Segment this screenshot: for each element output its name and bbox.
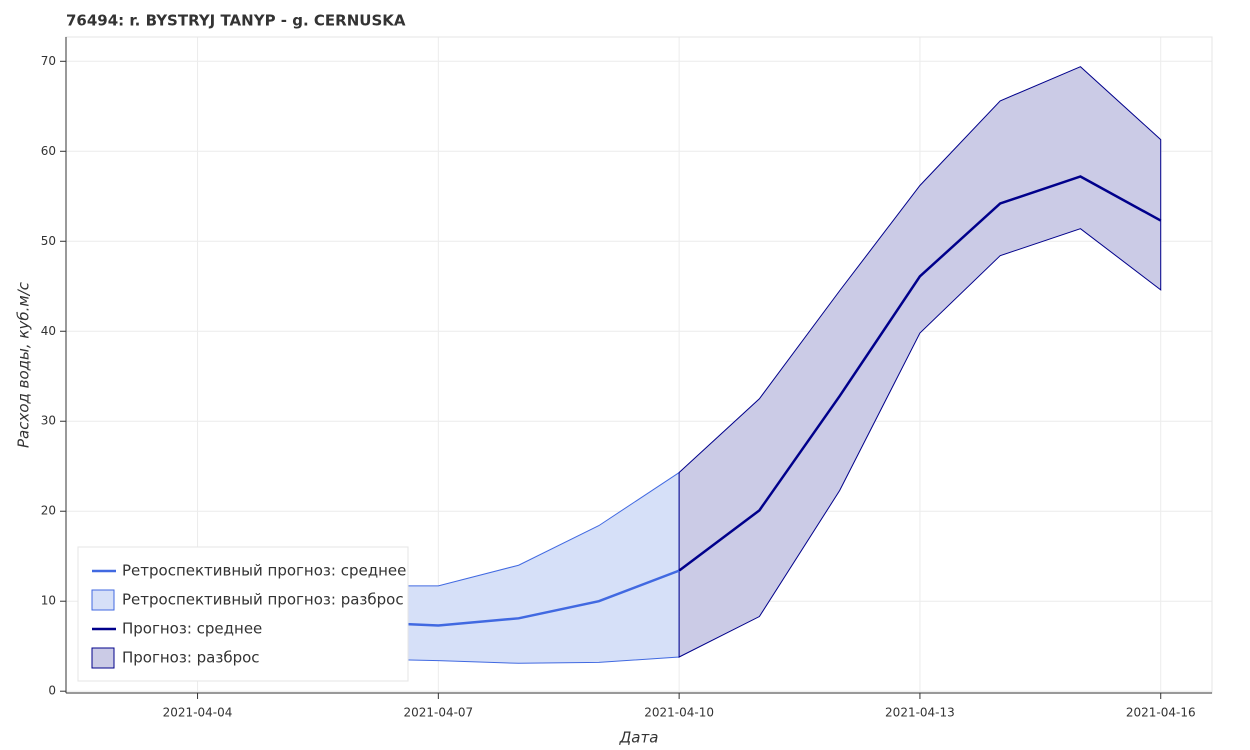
legend-swatch bbox=[91, 589, 115, 611]
chart-title: 76494: r. BYSTRYJ TANYP - g. CERNUSKA bbox=[66, 12, 406, 30]
x-axis-label: Дата bbox=[619, 729, 659, 747]
band-area bbox=[678, 66, 1162, 658]
y-tick-label: 60 bbox=[41, 144, 56, 158]
y-tick-label: 0 bbox=[48, 684, 56, 698]
y-tick-label: 40 bbox=[41, 324, 56, 338]
x-tick-label: 2021-04-07 bbox=[403, 706, 473, 720]
legend-label: Прогноз: среднее bbox=[122, 620, 262, 638]
x-tick-label: 2021-04-10 bbox=[644, 706, 714, 720]
line bbox=[678, 175, 1162, 572]
legend-box bbox=[77, 546, 409, 682]
y-tick-label: 50 bbox=[41, 234, 56, 248]
x-tick-label: 2021-04-16 bbox=[1126, 706, 1196, 720]
y-axis-label: Расход воды, куб.м/с bbox=[15, 281, 33, 448]
legend-swatch bbox=[91, 647, 115, 669]
x-tick-label: 2021-04-04 bbox=[163, 706, 233, 720]
y-tick-label: 70 bbox=[41, 54, 56, 68]
y-tick-label: 20 bbox=[41, 504, 56, 518]
legend-label: Ретроспективный прогноз: разброс bbox=[122, 591, 404, 609]
y-tick-label: 30 bbox=[41, 414, 56, 428]
legend-label: Ретроспективный прогноз: среднее bbox=[122, 562, 406, 580]
legend-label: Прогноз: разброс bbox=[122, 649, 260, 667]
x-tick-label: 2021-04-13 bbox=[885, 706, 955, 720]
y-tick-label: 10 bbox=[41, 594, 56, 608]
legend: Ретроспективный прогноз: среднее Ретроспе… bbox=[77, 546, 409, 682]
